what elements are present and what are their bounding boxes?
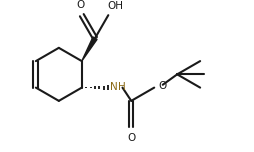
Text: N: N: [110, 82, 118, 92]
Text: H: H: [118, 82, 125, 92]
Text: O: O: [127, 133, 135, 143]
Text: O: O: [158, 81, 166, 91]
Polygon shape: [82, 37, 97, 61]
Text: OH: OH: [107, 1, 123, 11]
Text: O: O: [77, 0, 85, 10]
